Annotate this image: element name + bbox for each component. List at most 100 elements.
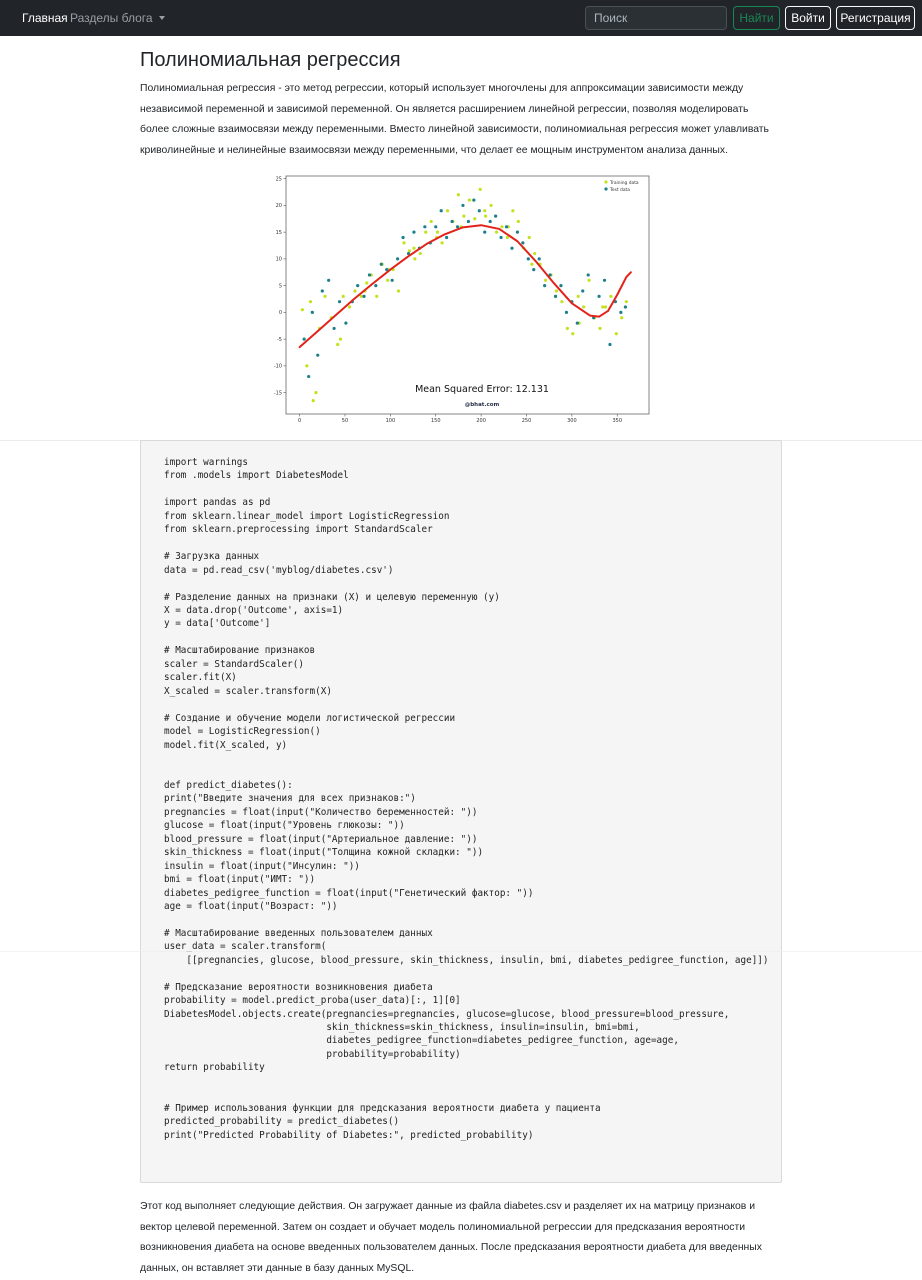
- training-data-point: [300, 308, 304, 312]
- training-data-point: [308, 300, 313, 304]
- test-data-point: [494, 214, 498, 218]
- test-data-point: [619, 310, 623, 314]
- test-data-point: [488, 219, 492, 224]
- training-data-point: [375, 294, 379, 298]
- training-data-point: [565, 326, 569, 331]
- x-tick-label: 200: [476, 418, 486, 422]
- test-data-point: [356, 284, 360, 288]
- test-data-point: [385, 267, 389, 272]
- training-data-point: [571, 332, 575, 336]
- login-button[interactable]: Войти: [785, 6, 831, 30]
- test-data-point: [320, 289, 324, 293]
- training-data-point: [365, 281, 369, 285]
- register-button[interactable]: Регистрация: [836, 6, 915, 30]
- training-data-point: [582, 305, 586, 309]
- test-data-point: [521, 241, 525, 245]
- training-data-point: [347, 305, 352, 309]
- test-data-point: [477, 209, 481, 213]
- test-data-point: [623, 305, 628, 309]
- training-data-point: [418, 251, 422, 256]
- training-data-point: [407, 249, 412, 253]
- training-data-point: [543, 278, 548, 282]
- test-data-point: [406, 251, 411, 256]
- training-data-point: [456, 193, 461, 197]
- y-tick-label: 10: [276, 257, 282, 263]
- training-data-point: [483, 209, 487, 213]
- training-data-point: [603, 305, 608, 309]
- test-data-point: [310, 310, 314, 314]
- training-data-point: [311, 399, 315, 403]
- chart-svg: 0 50 100 150 200 250 300 350-15-10-50510152025 …: [274, 175, 650, 422]
- x-tick-label: 0: [298, 418, 301, 422]
- training-data-point: [484, 214, 488, 218]
- y-tick-label: 0: [279, 310, 282, 316]
- outro-paragraph: Этот код выполняет следующие действия. О…: [140, 1201, 762, 1274]
- training-data-point: [396, 289, 401, 293]
- test-data-point: [307, 374, 311, 379]
- training-data-point: [587, 278, 591, 282]
- code-content: import warnings from .models import Diab…: [164, 457, 769, 1141]
- code-block: import warnings from .models import Diab…: [140, 440, 782, 1183]
- training-data-point: [489, 203, 493, 208]
- test-data-point: [412, 230, 416, 234]
- training-data-point: [462, 214, 466, 218]
- test-data-point: [597, 294, 601, 298]
- nav-home-link[interactable]: Главная: [22, 11, 68, 25]
- chart-watermark: @bhat.com: [465, 402, 500, 408]
- test-data-point: [559, 284, 563, 288]
- training-data-point: [478, 187, 482, 191]
- test-data-point: [434, 225, 438, 229]
- training-data-point: [386, 278, 390, 282]
- chart-legend: Training data Test data: [604, 180, 639, 193]
- x-tick-label: 50: [342, 418, 348, 422]
- search-input[interactable]: [585, 6, 727, 30]
- training-data-point: [516, 219, 520, 224]
- training-data-point: [341, 294, 345, 298]
- test-data-point: [362, 294, 366, 298]
- search-button[interactable]: Найти: [733, 6, 780, 30]
- training-data-point: [527, 235, 531, 240]
- test-data-point: [374, 284, 378, 288]
- test-data-point: [423, 225, 427, 229]
- test-data-point: [466, 219, 471, 224]
- test-data-point: [543, 284, 547, 288]
- training-data-point: [412, 246, 416, 250]
- training-data-point: [353, 289, 357, 293]
- test-data-point: [337, 300, 342, 304]
- training-data-point: [413, 257, 417, 261]
- training-data-point: [511, 209, 515, 213]
- test-data-point: [483, 230, 487, 234]
- y-tick-label: 20: [276, 203, 282, 209]
- page-separator: [0, 951, 922, 952]
- mse-annotation: Mean Squared Error: 12.131: [415, 384, 549, 395]
- x-tick-label: 350: [612, 418, 622, 422]
- training-data-point: [445, 209, 450, 213]
- test-data-point: [461, 203, 465, 208]
- training-data-point: [554, 289, 559, 293]
- legend-label-test: Test data: [609, 187, 630, 193]
- nav-categories-label: Разделы блога: [70, 11, 153, 25]
- test-data-point: [390, 278, 394, 282]
- training-data-point: [601, 305, 605, 309]
- nav-categories-dropdown[interactable]: Разделы блога: [70, 11, 165, 25]
- training-data-point: [560, 300, 564, 304]
- training-data-point: [500, 225, 504, 229]
- test-data-point: [553, 294, 558, 298]
- test-data-point: [504, 225, 509, 229]
- training-data-point: [305, 364, 309, 368]
- top-navbar: Главная Разделы блога Найти Войти Регист…: [0, 0, 922, 36]
- training-data-point: [402, 241, 406, 245]
- legend-marker-training: [604, 180, 608, 184]
- training-data-point: [429, 219, 433, 224]
- training-data-point: [424, 230, 428, 234]
- test-data-point: [396, 257, 400, 261]
- x-tick-label: 150: [431, 418, 441, 422]
- x-tick-label: 300: [567, 418, 577, 422]
- training-data-point: [467, 198, 471, 202]
- plot-frame: [285, 175, 650, 415]
- test-data-point: [332, 326, 336, 331]
- training-data-point: [338, 337, 343, 341]
- test-data-point: [344, 321, 348, 325]
- test-data-point: [499, 235, 503, 240]
- training-data-point: [530, 262, 534, 266]
